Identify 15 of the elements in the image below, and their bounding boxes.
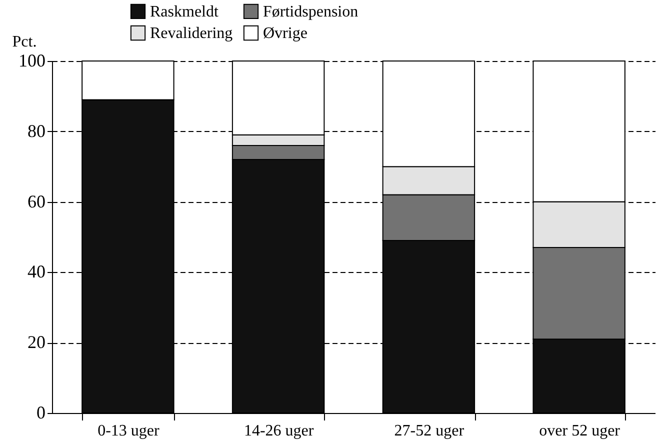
legend-label: Revalidering — [150, 25, 233, 42]
y-tick-label: 100 — [18, 50, 46, 70]
x-tick-label: 0-13 uger — [98, 422, 160, 440]
legend-label: Førtidspension — [263, 3, 358, 20]
x-tick-label: over 52 uger — [539, 422, 621, 440]
x-tick-label: 27-52 uger — [394, 422, 465, 440]
legend-label: Raskmeldt — [150, 3, 219, 20]
y-tick-label: 40 — [28, 262, 46, 282]
y-axis-title: Pct. — [12, 34, 37, 50]
y-tick-label: 20 — [28, 332, 46, 352]
legend-label: Øvrige — [263, 25, 308, 42]
y-tick-label: 0 — [36, 402, 46, 422]
x-tick-label: 14-26 uger — [244, 422, 314, 440]
y-tick-label: 80 — [28, 120, 46, 141]
y-tick-label: 60 — [28, 191, 46, 212]
